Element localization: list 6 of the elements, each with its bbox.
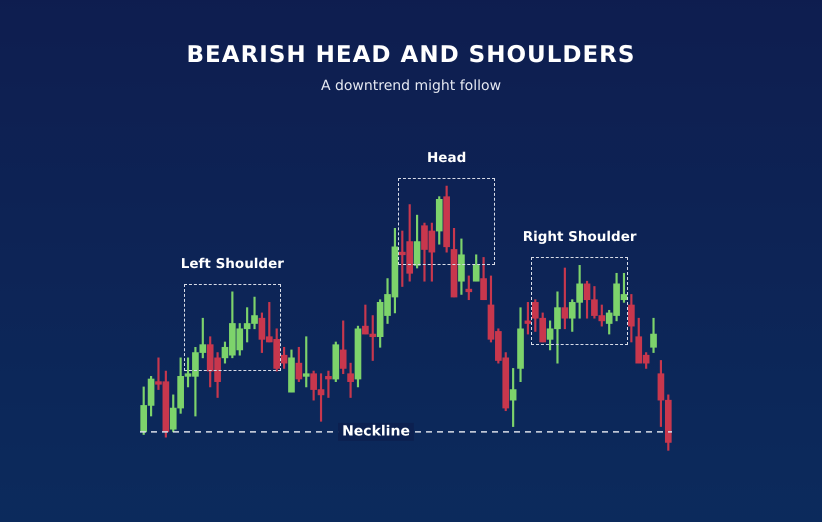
annotation: Right Shoulder (522, 229, 638, 246)
text: Head (426, 150, 468, 166)
chart-subtitle: A downtrend might follow (320, 78, 502, 94)
chart-title: BEARISH HEAD AND SHOULDERS (186, 42, 636, 68)
annotation: Left Shoulder (180, 256, 285, 272)
ref-line-label: Neckline (342, 424, 410, 440)
